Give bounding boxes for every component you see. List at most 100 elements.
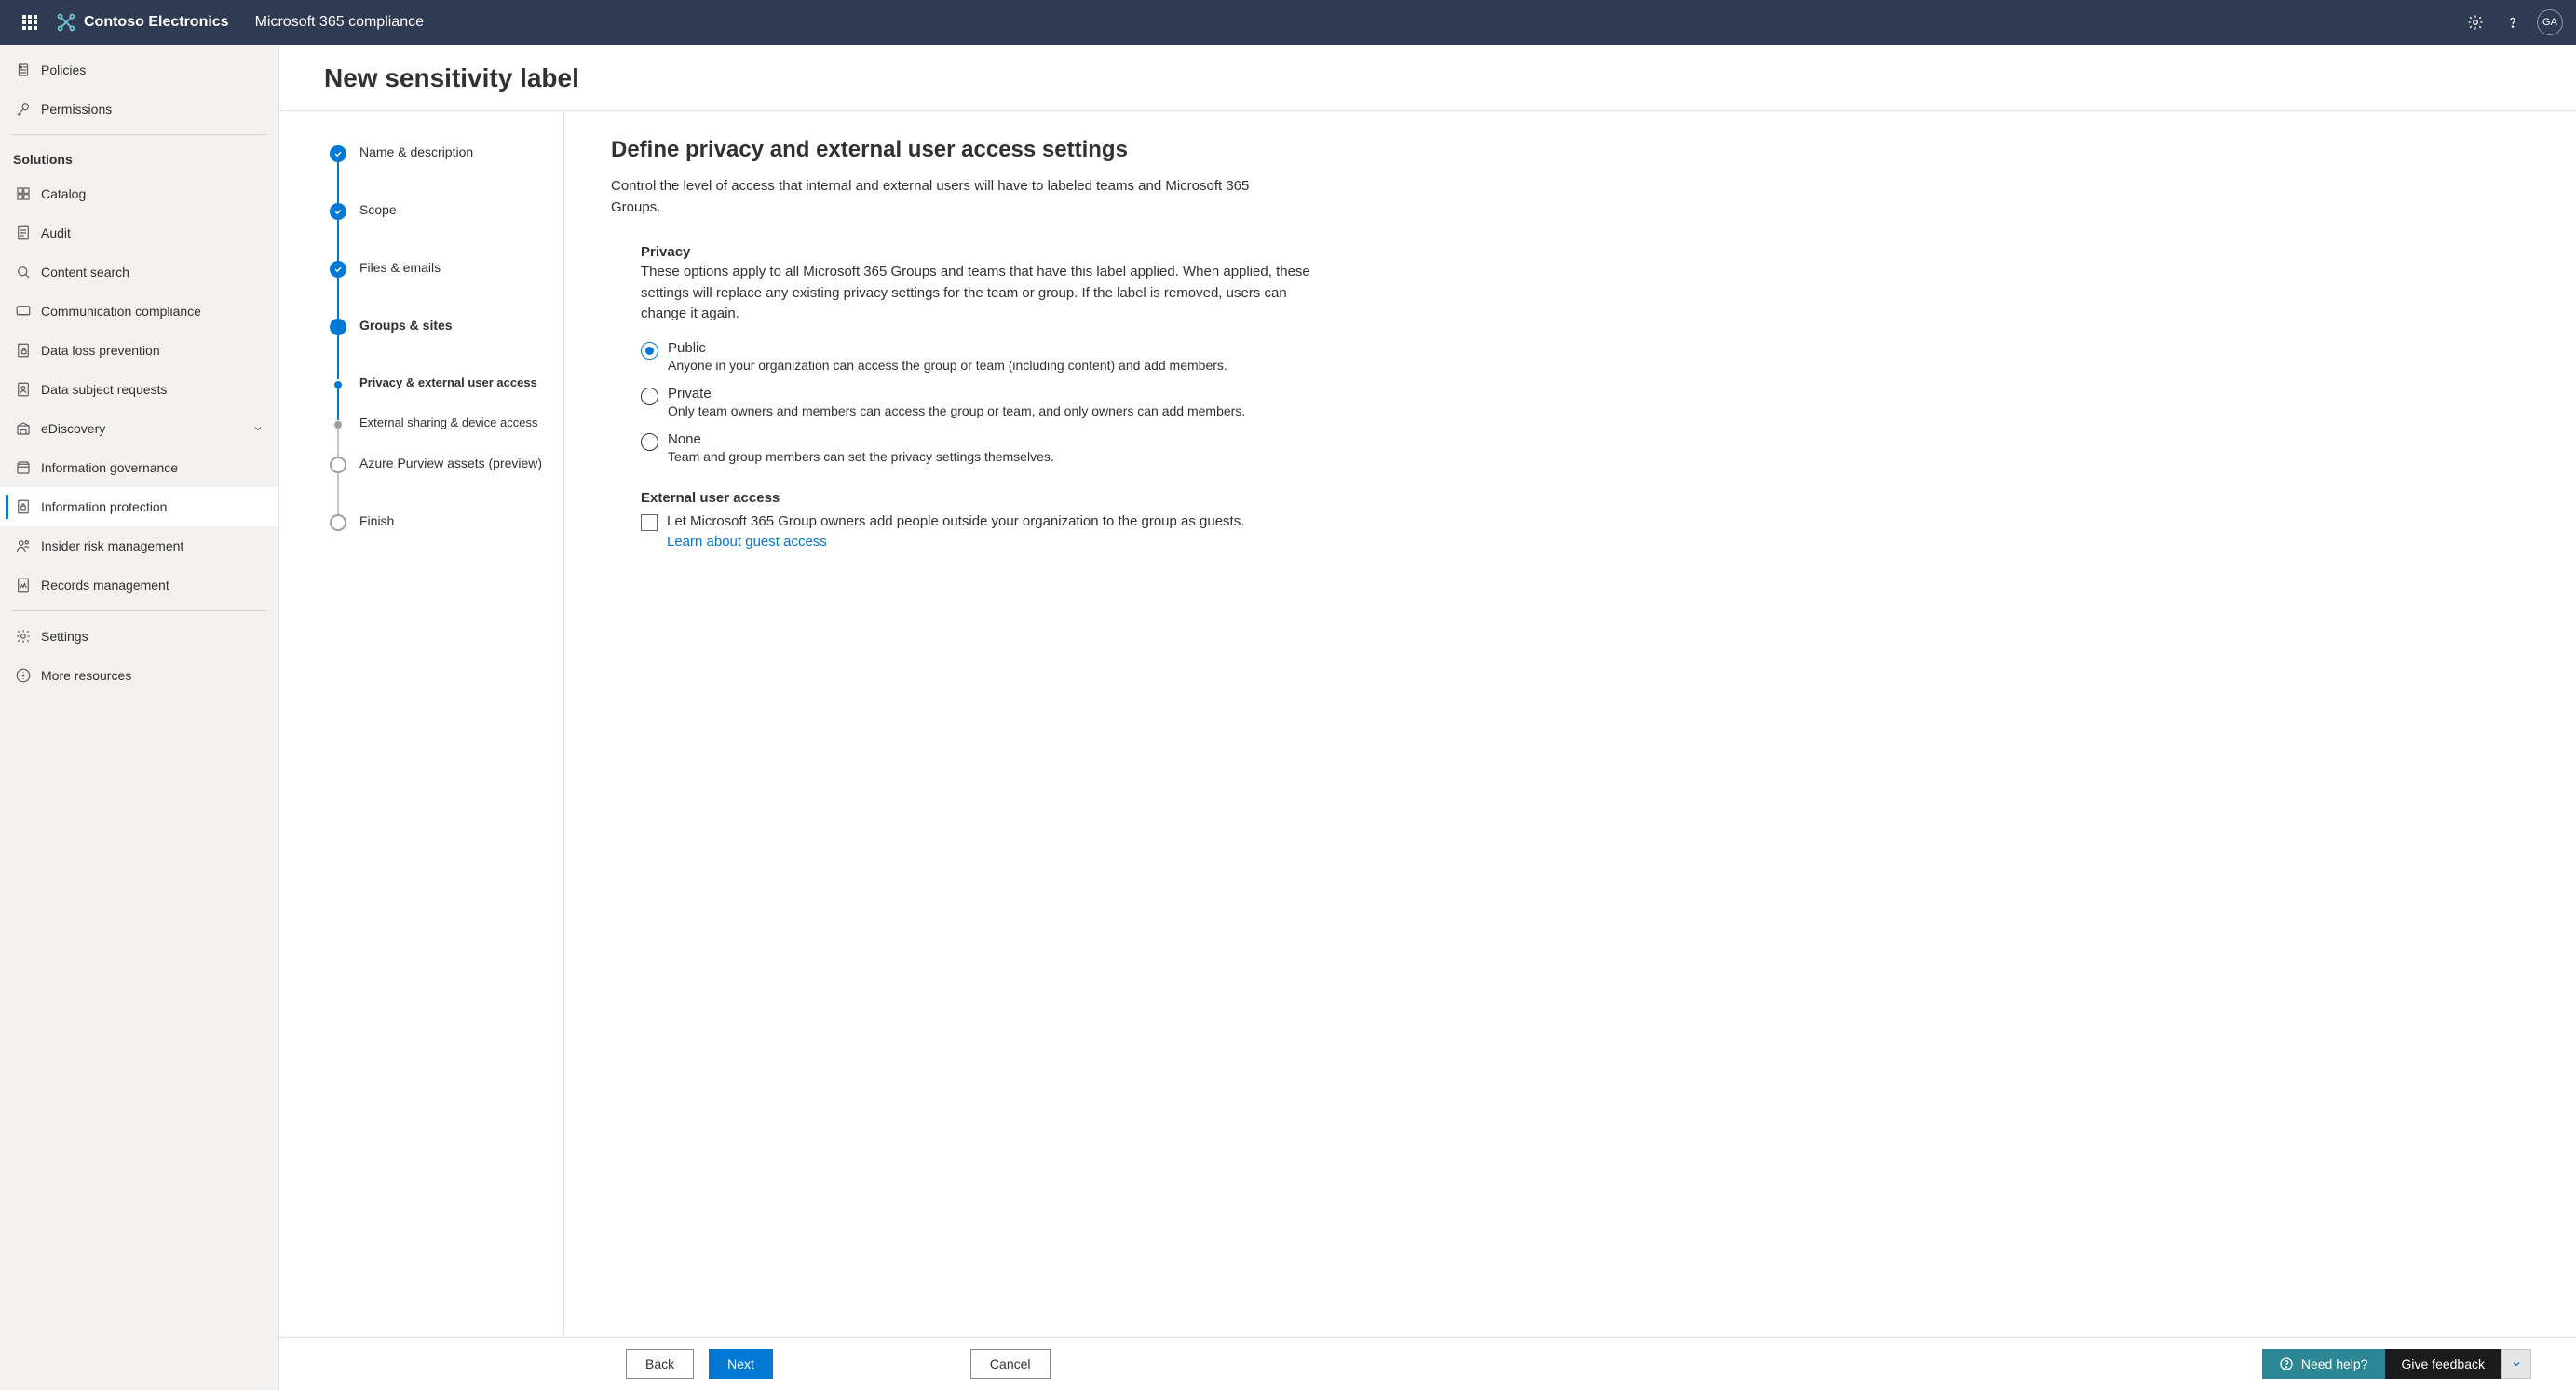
infoprot-icon <box>15 498 41 515</box>
sidebar-item-information-governance[interactable]: Information governance <box>0 448 278 487</box>
back-button[interactable]: Back <box>626 1349 694 1379</box>
step-label: Scope <box>359 202 397 260</box>
step-label: Files & emails <box>359 260 441 318</box>
external-checkbox-label: Let Microsoft 365 Group owners add peopl… <box>667 513 1244 529</box>
radio-label: Private <box>668 386 1245 402</box>
external-title: External user access <box>641 490 1311 506</box>
privacy-section: Privacy These options apply to all Micro… <box>641 244 1311 464</box>
sidebar-item-catalog[interactable]: Catalog <box>0 174 278 213</box>
external-guest-checkbox[interactable] <box>641 514 658 531</box>
cancel-button[interactable]: Cancel <box>970 1349 1051 1379</box>
step-label: Azure Purview assets (preview) <box>359 456 542 513</box>
wizard-footer: Back Next Cancel Need help? Give feedbac… <box>279 1337 2576 1390</box>
step-marker-icon <box>334 421 342 429</box>
step-marker-icon <box>330 261 346 278</box>
wizard-step-name-description[interactable]: Name & description <box>330 144 545 202</box>
sidebar-item-data-subject-requests[interactable]: Data subject requests <box>0 370 278 409</box>
step-marker-icon <box>330 145 346 162</box>
sidebar-divider <box>11 134 267 135</box>
question-icon <box>2504 14 2521 31</box>
sidebar: Policies Permissions Solutions Catalog Aud… <box>0 45 279 1390</box>
ediscovery-icon <box>15 420 41 437</box>
privacy-option-public: PublicAnyone in your organization can ac… <box>641 340 1311 373</box>
step-label: Groups & sites <box>359 318 453 375</box>
learn-guest-access-link[interactable]: Learn about guest access <box>667 534 827 550</box>
sidebar-item-data-loss-prevention[interactable]: Data loss prevention <box>0 331 278 370</box>
wizard-step-external-sharing-device-access[interactable]: External sharing & device access <box>330 416 545 456</box>
policies-icon <box>15 61 41 78</box>
sidebar-item-content-search[interactable]: Content search <box>0 252 278 292</box>
sidebar-item-label: Content search <box>41 265 129 279</box>
need-help-label: Need help? <box>2301 1356 2368 1371</box>
privacy-title: Privacy <box>641 244 1311 260</box>
avatar-initials: GA <box>2542 17 2557 28</box>
dsr-icon <box>15 381 41 398</box>
chevron-down-icon <box>2511 1358 2522 1370</box>
sidebar-item-label: More resources <box>41 668 131 683</box>
sidebar-item-ediscovery[interactable]: eDiscovery <box>0 409 278 448</box>
sidebar-item-settings[interactable]: Settings <box>0 617 278 656</box>
external-checkbox-row: Let Microsoft 365 Group owners add peopl… <box>641 511 1311 553</box>
wizard-step-scope[interactable]: Scope <box>330 202 545 260</box>
topbar: Contoso Electronics Microsoft 365 compli… <box>0 0 2576 45</box>
sidebar-item-label: Permissions <box>41 102 112 116</box>
dlp-icon <box>15 342 41 359</box>
privacy-radio-public[interactable] <box>641 342 658 360</box>
sidebar-item-policies[interactable]: Policies <box>0 50 278 89</box>
step-marker-icon <box>330 457 346 473</box>
wizard-step-azure-purview-assets-preview-[interactable]: Azure Purview assets (preview) <box>330 456 545 513</box>
app-launcher-button[interactable] <box>7 0 52 45</box>
give-feedback-label: Give feedback <box>2402 1356 2486 1371</box>
sidebar-item-information-protection[interactable]: Information protection <box>0 487 278 526</box>
need-help-button[interactable]: Need help? <box>2262 1349 2385 1379</box>
gear-icon <box>2467 14 2484 31</box>
wizard-step-privacy-external-user-access[interactable]: Privacy & external user access <box>330 375 545 416</box>
sidebar-item-label: Audit <box>41 225 71 240</box>
wizard-step-files-emails[interactable]: Files & emails <box>330 260 545 318</box>
radio-label: None <box>668 431 1054 447</box>
waffle-icon <box>22 15 37 30</box>
brand[interactable]: Contoso Electronics <box>56 12 229 33</box>
content-area: Define privacy and external user access … <box>564 111 2576 1337</box>
sidebar-item-records-management[interactable]: Records management <box>0 566 278 605</box>
sidebar-item-label: Data subject requests <box>41 382 167 397</box>
sidebar-item-label: Information protection <box>41 499 167 514</box>
brand-logo-icon <box>56 12 76 33</box>
help-button[interactable] <box>2494 4 2531 41</box>
sidebar-item-permissions[interactable]: Permissions <box>0 89 278 129</box>
privacy-radio-none[interactable] <box>641 433 658 451</box>
chevron-down-icon <box>252 423 264 434</box>
step-label: Privacy & external user access <box>359 375 537 416</box>
next-button[interactable]: Next <box>709 1349 773 1379</box>
sidebar-item-label: Insider risk management <box>41 538 183 553</box>
settings-button[interactable] <box>2457 4 2494 41</box>
more-icon <box>15 667 41 684</box>
sidebar-heading-solutions: Solutions <box>0 141 278 174</box>
give-feedback-button[interactable]: Give feedback <box>2385 1349 2502 1379</box>
privacy-description: These options apply to all Microsoft 365… <box>641 262 1311 325</box>
step-marker-icon <box>334 381 342 388</box>
sidebar-item-label: Data loss prevention <box>41 343 160 358</box>
sidebar-item-more-resources[interactable]: More resources <box>0 656 278 695</box>
radio-description: Team and group members can set the priva… <box>668 449 1054 464</box>
sidebar-item-audit[interactable]: Audit <box>0 213 278 252</box>
content-description: Control the level of access that interna… <box>611 176 1263 218</box>
user-avatar[interactable]: GA <box>2537 9 2563 35</box>
search-icon <box>15 264 41 280</box>
step-marker-icon <box>330 203 346 220</box>
wizard-stepper: Name & descriptionScopeFiles & emailsGro… <box>279 111 564 1337</box>
sidebar-item-label: Settings <box>41 629 88 644</box>
step-marker-icon <box>330 319 346 335</box>
settings-icon <box>15 628 41 645</box>
comm-icon <box>15 303 41 320</box>
sidebar-item-label: Information governance <box>41 460 178 475</box>
privacy-radio-private[interactable] <box>641 388 658 405</box>
wizard-step-finish[interactable]: Finish <box>330 513 545 531</box>
wizard-step-groups-sites[interactable]: Groups & sites <box>330 318 545 375</box>
sidebar-item-insider-risk-management[interactable]: Insider risk management <box>0 526 278 566</box>
infogov-icon <box>15 459 41 476</box>
step-marker-icon <box>330 514 346 531</box>
sidebar-item-communication-compliance[interactable]: Communication compliance <box>0 292 278 331</box>
page-title: New sensitivity label <box>324 63 2576 93</box>
feedback-dropdown-button[interactable] <box>2501 1349 2531 1379</box>
